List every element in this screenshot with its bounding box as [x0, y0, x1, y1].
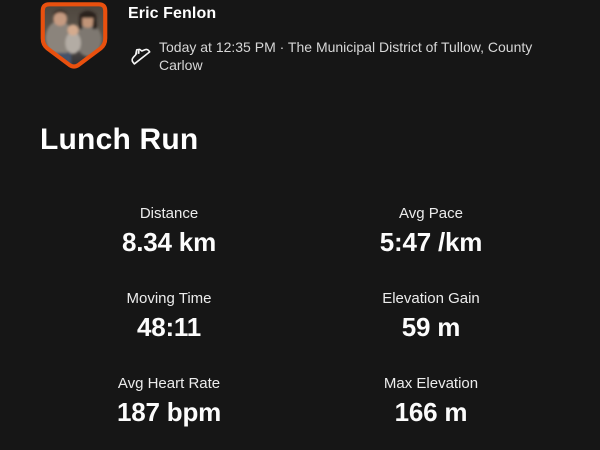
stat-value: 166 m: [394, 397, 468, 427]
stat-label: Max Elevation: [383, 375, 479, 392]
stat-label: Elevation Gain: [382, 290, 480, 307]
activity-header: Eric Fenlon Today at 12:35 PM · The Muni…: [0, 0, 600, 74]
activity-datetime-location: Today at 12:35 PM · The Municipal Distri…: [159, 39, 533, 73]
stat-value: 59 m: [401, 312, 461, 342]
avatar-shield-badge: [40, 2, 108, 69]
stat-value: 8.34 km: [121, 227, 216, 257]
stat-value: 5:47 /km: [379, 227, 483, 257]
activity-meta-row: Today at 12:35 PM · The Municipal Distri…: [126, 38, 555, 74]
stat-label: Avg Heart Rate: [117, 375, 221, 392]
stat-label: Avg Pace: [399, 205, 463, 222]
stat-avg-pace: Avg Pace 5:47 /km: [300, 204, 562, 259]
stat-elevation-gain: Elevation Gain 59 m: [300, 289, 562, 344]
stat-value: 48:11: [136, 312, 202, 342]
stat-distance: Distance 8.34 km: [38, 204, 300, 259]
athlete-name[interactable]: Eric Fenlon: [128, 5, 217, 22]
stat-avg-heart-rate: Avg Heart Rate 187 bpm: [38, 374, 300, 429]
activity-title: Lunch Run: [40, 123, 199, 156]
stat-label: Distance: [139, 205, 199, 222]
athlete-avatar[interactable]: [40, 0, 108, 71]
stat-moving-time: Moving Time 48:11: [38, 289, 300, 344]
stat-label: Moving Time: [126, 290, 212, 307]
running-shoe-icon: [126, 40, 152, 66]
stat-value: 187 bpm: [116, 397, 222, 427]
header-text: Eric Fenlon Today at 12:35 PM · The Muni…: [128, 0, 555, 74]
stat-max-elevation: Max Elevation 166 m: [300, 374, 562, 429]
stats-grid: Distance 8.34 km Avg Pace 5:47 /km Movin…: [38, 204, 562, 429]
